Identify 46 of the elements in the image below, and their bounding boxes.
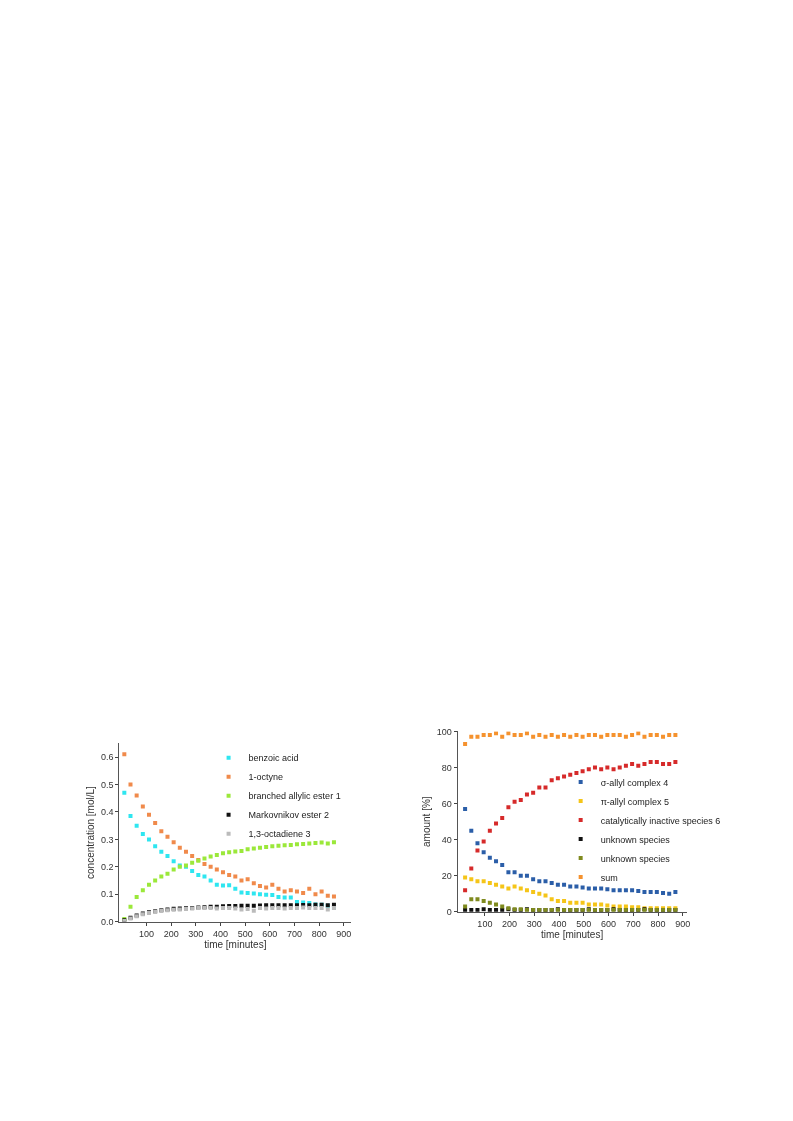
legend-label: 1-octyne xyxy=(248,772,284,783)
y-axis-title: amount [%] xyxy=(420,796,432,847)
y-tick-label: 0.5 xyxy=(101,779,114,790)
x-tick-label: 900 xyxy=(336,928,352,939)
y-tick-label: 40 xyxy=(441,834,452,845)
legend-label: sum xyxy=(600,872,618,883)
legend-label: Markovnikov ester 2 xyxy=(248,810,330,821)
legend-label: unknown species xyxy=(600,853,671,864)
legend-label: π-allyl complex 5 xyxy=(600,796,669,807)
y-tick-label: 0.1 xyxy=(101,889,114,900)
y-tick-label: 0.2 xyxy=(101,862,114,872)
x-tick-label: 500 xyxy=(576,918,592,929)
x-axis-title: time [minutes] xyxy=(540,928,604,940)
y-tick-label: 0.6 xyxy=(101,752,114,763)
x-tick-label: 600 xyxy=(601,918,617,929)
legend-label: benzoic acid xyxy=(248,753,299,764)
x-tick-label: 500 xyxy=(237,928,253,939)
y-tick-label: 0.3 xyxy=(101,834,114,845)
legend-label: 1,3-octadiene 3 xyxy=(248,829,311,840)
y-tick-label: 0.4 xyxy=(101,807,114,818)
y-tick-label: 0.0 xyxy=(101,916,114,927)
y-tick-label: 80 xyxy=(441,762,452,773)
x-tick-label: 200 xyxy=(502,918,518,929)
legend-label: unknown species xyxy=(600,834,671,845)
x-tick-label: 400 xyxy=(213,928,229,939)
y-axis-title: concentration [mol/L] xyxy=(85,785,97,879)
x-tick-label: 600 xyxy=(262,928,278,939)
x-tick-label: 800 xyxy=(311,928,327,939)
x-tick-label: 800 xyxy=(650,918,666,929)
x-tick-label: 100 xyxy=(477,918,493,929)
x-axis-title: time [minutes] xyxy=(204,938,267,950)
x-tick-label: 900 xyxy=(675,918,691,929)
x-tick-label: 700 xyxy=(286,928,303,939)
legend-label: σ-allyl complex 4 xyxy=(600,777,669,788)
x-tick-label: 200 xyxy=(163,928,179,939)
legend-label: catalytically inactive species 6 xyxy=(600,815,721,826)
y-tick-label: 100 xyxy=(436,726,452,737)
x-tick-label: 300 xyxy=(526,918,542,929)
x-tick-label: 700 xyxy=(625,918,641,929)
x-tick-label: 100 xyxy=(139,928,155,939)
x-tick-label: 300 xyxy=(188,928,204,939)
y-tick-label: 20 xyxy=(441,870,452,881)
legend-label: branched allylic ester 1 xyxy=(248,791,341,802)
x-tick-label: 400 xyxy=(551,918,567,929)
y-tick-label: 0 xyxy=(446,906,452,917)
y-tick-label: 60 xyxy=(441,798,452,809)
